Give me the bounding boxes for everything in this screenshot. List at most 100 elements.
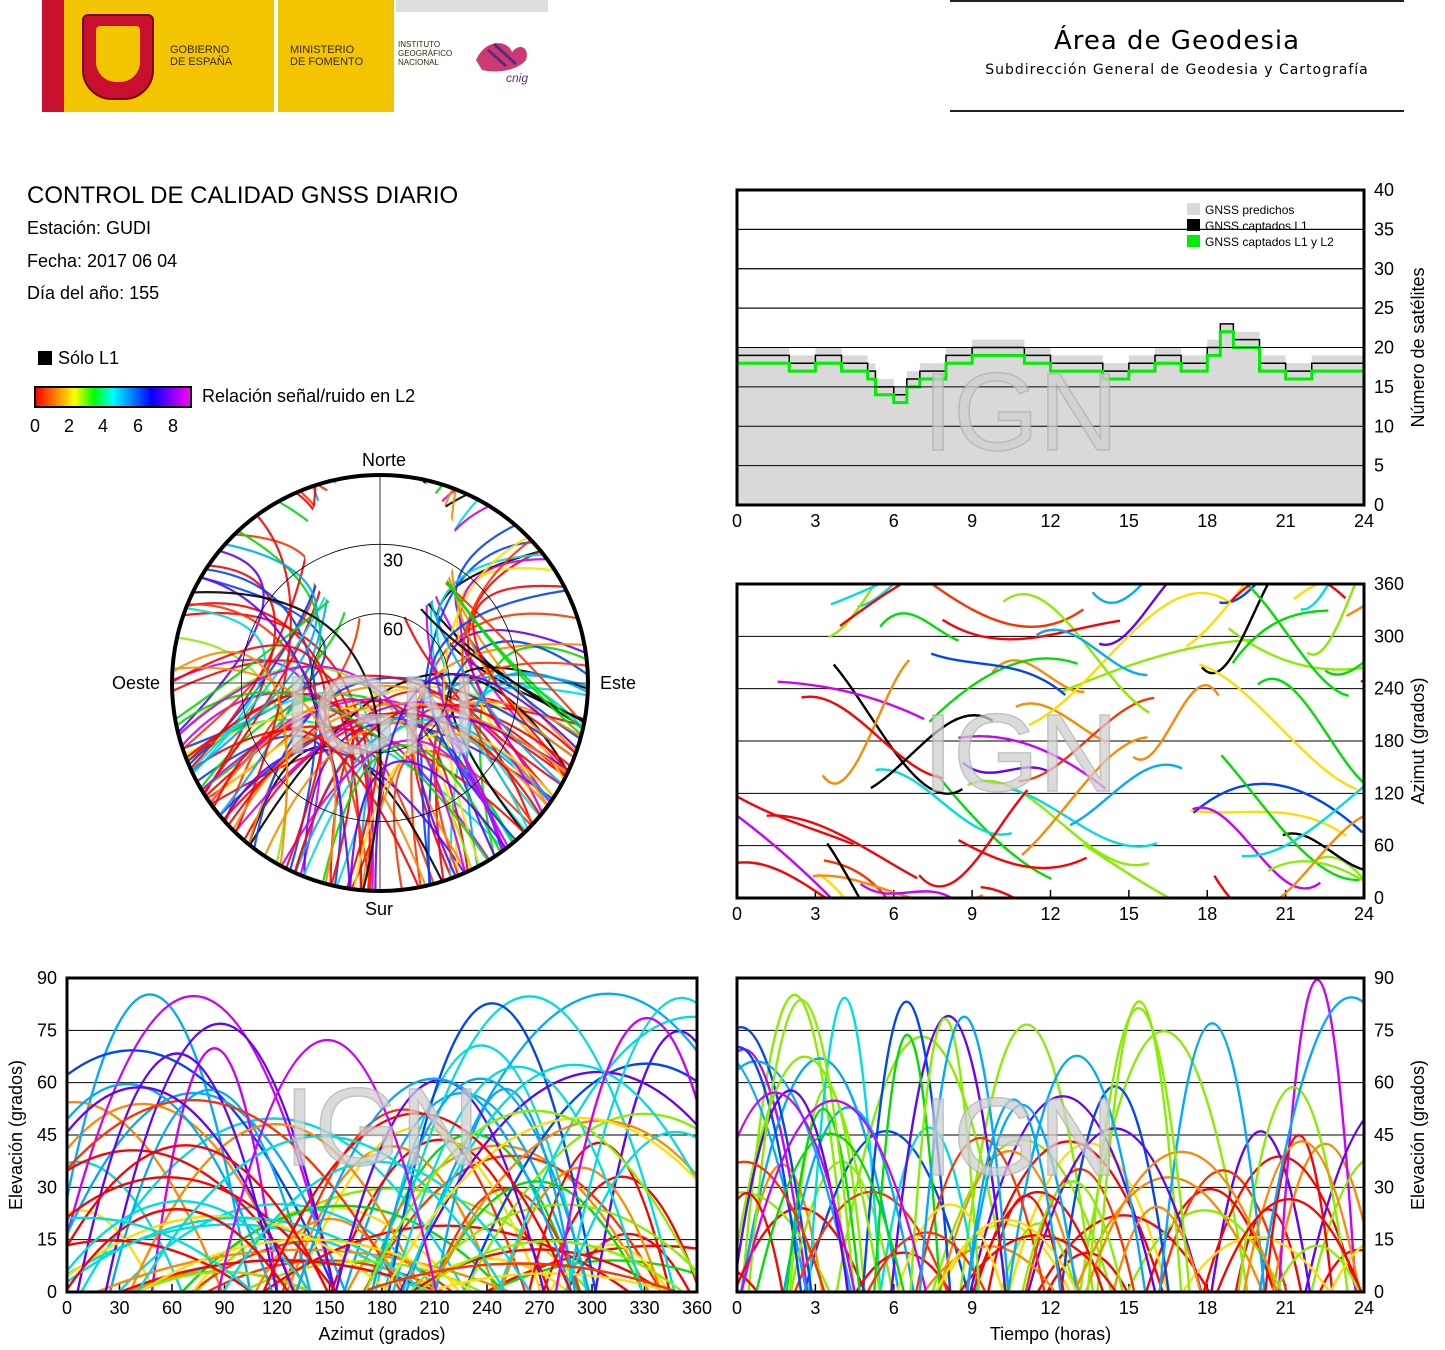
satellite-track — [971, 1190, 1105, 1292]
satellite-track — [782, 1106, 915, 1292]
area-title: Área de Geodesia — [1053, 26, 1301, 56]
y-tick-label: 0 — [1374, 1282, 1384, 1302]
x-tick-label: 24 — [1354, 904, 1374, 924]
colorbar-tick: 4 — [98, 416, 109, 436]
satellite-track — [830, 584, 883, 606]
satellite-track — [1202, 1155, 1358, 1292]
satellite-track — [1304, 1117, 1364, 1292]
satellite-track — [1086, 1007, 1191, 1292]
x-tick-label: 21 — [1276, 904, 1296, 924]
satellite-track — [737, 1055, 881, 1292]
elevation-time-chart: 0 15 30 45 60 75 90 0 3 6 9 12 15 18 21 24 Elevación (gr… — [732, 968, 1428, 1344]
sky-frame — [170, 473, 590, 893]
x-tick-label: 270 — [524, 1298, 554, 1318]
y-tick-label: 75 — [37, 1020, 57, 1040]
satellite-track — [1018, 696, 1155, 783]
satellite-track — [96, 1248, 511, 1292]
y-tick-label: 120 — [1374, 783, 1404, 803]
satellite-track — [1002, 592, 1150, 714]
satellite-track — [932, 584, 1085, 629]
skyplot-chart: IGN 30 60 Norte Sur Este Oeste — [112, 450, 636, 919]
satellite-track — [222, 712, 542, 821]
satellite-track — [280, 739, 506, 867]
page-title: CONTROL DE CALIDAD GNSS DIARIO — [27, 182, 459, 209]
satellite-track — [262, 1112, 573, 1292]
satellite-track — [192, 591, 382, 891]
satellite-track — [370, 1077, 591, 1292]
series-l1-line — [737, 323, 1364, 396]
satellite-track — [828, 584, 877, 639]
legend-swatch — [1187, 219, 1200, 231]
watermark-text: IGN — [923, 692, 1119, 815]
x-tick-label: 6 — [889, 904, 899, 924]
x-tick-label: 90 — [214, 1298, 234, 1318]
satellite-track — [138, 1238, 475, 1292]
elevation-azimuth-chart: 0 15 30 45 60 75 90 0 30 60 90 120 150 180 210 240 270 30… — [6, 968, 712, 1344]
satellite-track — [737, 861, 828, 898]
x-tick-label: 330 — [629, 1298, 659, 1318]
satellite-track — [918, 1015, 1010, 1292]
satellite-track — [859, 882, 954, 898]
satellite-track — [839, 584, 904, 627]
satellite-track — [1324, 660, 1364, 676]
y-tick-label: 60 — [1374, 1073, 1394, 1093]
y-tick-label: 15 — [1374, 377, 1394, 397]
legend-label: GNSS captados L1 y L2 — [1205, 235, 1334, 249]
satellite-track — [737, 1160, 826, 1292]
satellite-track — [879, 1126, 979, 1292]
y-tick-label: 45 — [1374, 1125, 1394, 1145]
satellite-track — [1192, 782, 1364, 834]
satellite-track — [234, 514, 292, 834]
compass-east: Este — [600, 673, 636, 693]
satellite-track — [186, 692, 371, 891]
x-tick-label: 300 — [577, 1298, 607, 1318]
x-tick-label: 0 — [732, 904, 742, 924]
satellite-track — [737, 1060, 853, 1292]
satellite-track — [212, 728, 420, 888]
cnig-text: cnig — [506, 71, 528, 85]
satellite-track — [980, 886, 1017, 898]
satellite-track — [1069, 763, 1183, 827]
satellite-track — [1227, 627, 1364, 671]
legend-swatch — [1187, 203, 1200, 215]
satellite-track — [430, 1187, 582, 1292]
x-tick-label: 360 — [682, 1298, 712, 1318]
y-axis-label: Elevación (grados) — [6, 1060, 26, 1210]
y-tick-label: 300 — [1374, 626, 1404, 646]
satellite-track — [442, 536, 529, 866]
satellite-track — [374, 673, 579, 891]
satellite-track — [1010, 787, 1158, 848]
satellite-track — [67, 1091, 347, 1292]
satellite-track — [1231, 609, 1329, 664]
satellite-track — [747, 999, 856, 1292]
satellite-track — [191, 543, 318, 773]
x-tick-label: 150 — [314, 1298, 344, 1318]
satellite-track — [200, 698, 504, 852]
watermark-text: IGN — [923, 1076, 1119, 1199]
y-tick-label: 15 — [1374, 1230, 1394, 1250]
y-tick-label: 30 — [1374, 259, 1394, 279]
y-tick-label: 0 — [1374, 888, 1384, 908]
satellite-track — [67, 1144, 329, 1292]
area-subtitle: Subdirección General de Geodesia y Carto… — [985, 62, 1369, 78]
satellite-track — [404, 992, 697, 1292]
satellite-track — [737, 1270, 759, 1292]
satellite-track — [737, 1026, 813, 1292]
x-tick-label: 21 — [1276, 511, 1296, 531]
satellite-track — [1282, 832, 1364, 871]
satellite-track — [1242, 1140, 1361, 1292]
x-tick-label: 60 — [162, 1298, 182, 1318]
satellite-track — [870, 713, 994, 790]
satellite-track — [857, 584, 895, 609]
satellite-track — [428, 589, 567, 842]
legend-l1-only: Sólo L1 — [38, 348, 119, 369]
satellite-track — [1015, 702, 1107, 744]
satellite-track — [253, 676, 575, 849]
satellite-track — [1112, 1206, 1202, 1292]
satellite-track — [1279, 814, 1364, 898]
y-tick-label: 30 — [37, 1177, 57, 1197]
satellite-track — [217, 1038, 438, 1292]
satellite-track — [565, 996, 697, 1292]
satellite-track — [1132, 684, 1220, 761]
y-axis-label: Número de satélites — [1408, 267, 1428, 427]
